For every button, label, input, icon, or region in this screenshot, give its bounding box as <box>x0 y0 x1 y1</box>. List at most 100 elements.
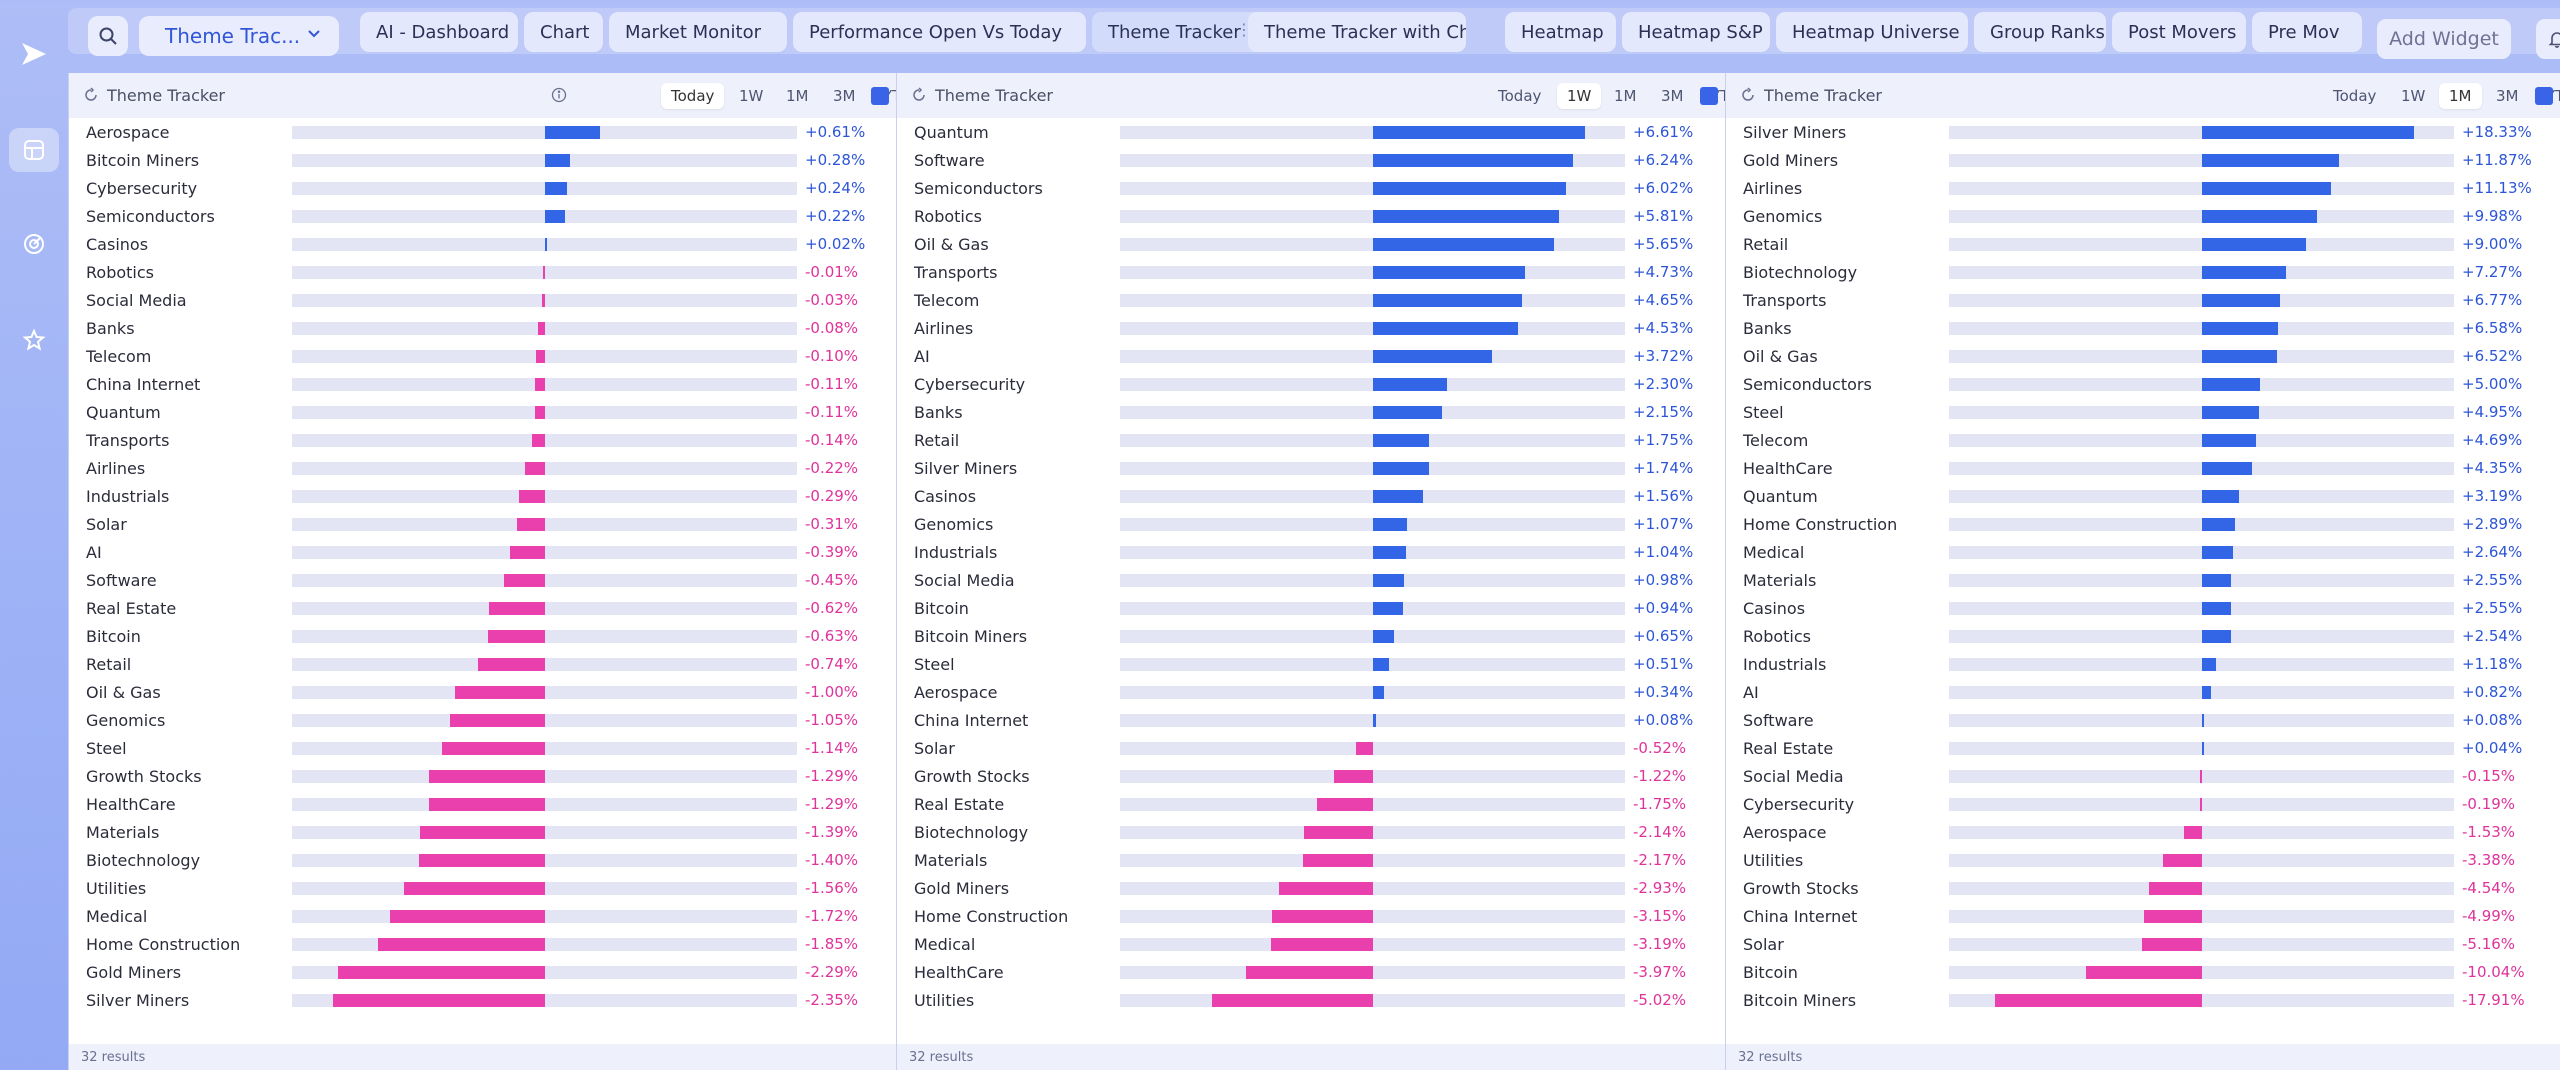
dashboard-icon[interactable] <box>9 128 59 172</box>
theme-row[interactable]: Industrials -0.29% <box>69 483 897 511</box>
theme-row[interactable]: Casinos +0.02% <box>69 231 897 259</box>
refresh-icon[interactable] <box>911 87 927 107</box>
refresh-icon[interactable] <box>83 87 99 107</box>
theme-row[interactable]: Social Media -0.15% <box>1726 763 2560 791</box>
theme-row[interactable]: Utilities -3.38% <box>1726 847 2560 875</box>
tab-market-monitor[interactable]: Market Monitor <box>609 12 787 52</box>
theme-row[interactable]: Bitcoin Miners +0.28% <box>69 147 897 175</box>
tab-heatmap[interactable]: Heatmap <box>1505 12 1616 52</box>
theme-row[interactable]: Solar -5.16% <box>1726 931 2560 959</box>
theme-row[interactable]: Aerospace +0.61% <box>69 119 897 147</box>
theme-row[interactable]: Oil & Gas +6.52% <box>1726 343 2560 371</box>
theme-row[interactable]: Banks +6.58% <box>1726 315 2560 343</box>
theme-row[interactable]: Medical +2.64% <box>1726 539 2560 567</box>
theme-row[interactable]: Real Estate +0.04% <box>1726 735 2560 763</box>
theme-row[interactable]: Growth Stocks -1.22% <box>897 763 1726 791</box>
theme-row[interactable]: Bitcoin Miners -17.91% <box>1726 987 2560 1015</box>
theme-row[interactable]: Home Construction -1.85% <box>69 931 897 959</box>
theme-row[interactable]: Silver Miners +18.33% <box>1726 119 2560 147</box>
theme-row[interactable]: Semiconductors +0.22% <box>69 203 897 231</box>
timeframe-1m[interactable]: 1M <box>2439 83 2482 109</box>
theme-row[interactable]: Genomics -1.05% <box>69 707 897 735</box>
theme-row[interactable]: Transports -0.14% <box>69 427 897 455</box>
theme-row[interactable]: Cybersecurity +0.24% <box>69 175 897 203</box>
theme-row[interactable]: Transports +6.77% <box>1726 287 2560 315</box>
timeframe-today[interactable]: Today <box>1498 87 1542 105</box>
workspace-select[interactable]: Theme Trac... <box>139 16 339 56</box>
theme-row[interactable]: Telecom +4.69% <box>1726 427 2560 455</box>
theme-row[interactable]: Gold Miners -2.29% <box>69 959 897 987</box>
timeframe-3m[interactable]: 3M <box>833 87 856 105</box>
theme-row[interactable]: Home Construction +2.89% <box>1726 511 2560 539</box>
theme-row[interactable]: Biotechnology +7.27% <box>1726 259 2560 287</box>
theme-row[interactable]: China Internet -0.11% <box>69 371 897 399</box>
tab-group-ranks[interactable]: Group Ranks <box>1974 12 2106 52</box>
tab-performance-open-vs-today[interactable]: Performance Open Vs Today <box>793 12 1086 52</box>
theme-row[interactable]: AI +3.72% <box>897 343 1726 371</box>
theme-row[interactable]: Real Estate -1.75% <box>897 791 1726 819</box>
theme-row[interactable]: Retail +9.00% <box>1726 231 2560 259</box>
timeframe-1w[interactable]: 1W <box>739 87 764 105</box>
theme-row[interactable]: Bitcoin -0.63% <box>69 623 897 651</box>
timeframe-3m[interactable]: 3M <box>1661 87 1684 105</box>
theme-row[interactable]: Banks -0.08% <box>69 315 897 343</box>
timeframe-1w[interactable]: 1W <box>1557 83 1602 109</box>
theme-row[interactable]: Medical -1.72% <box>69 903 897 931</box>
theme-row[interactable]: Silver Miners +1.74% <box>897 455 1726 483</box>
tab-post-movers[interactable]: Post Movers <box>2112 12 2246 52</box>
theme-row[interactable]: Quantum -0.11% <box>69 399 897 427</box>
color-swatch-button[interactable] <box>871 87 889 105</box>
theme-row[interactable]: Cybersecurity -0.19% <box>1726 791 2560 819</box>
theme-row[interactable]: Software -0.45% <box>69 567 897 595</box>
theme-row[interactable]: Casinos +2.55% <box>1726 595 2560 623</box>
tab-chart[interactable]: Chart <box>524 12 603 52</box>
theme-row[interactable]: Robotics -0.01% <box>69 259 897 287</box>
timeframe-1w[interactable]: 1W <box>2401 87 2426 105</box>
theme-row[interactable]: China Internet +0.08% <box>897 707 1726 735</box>
theme-row[interactable]: Banks +2.15% <box>897 399 1726 427</box>
theme-row[interactable]: Bitcoin +0.94% <box>897 595 1726 623</box>
theme-row[interactable]: Transports +4.73% <box>897 259 1726 287</box>
theme-row[interactable]: Medical -3.19% <box>897 931 1726 959</box>
theme-row[interactable]: Steel +0.51% <box>897 651 1726 679</box>
theme-row[interactable]: Social Media -0.03% <box>69 287 897 315</box>
theme-row[interactable]: Semiconductors +6.02% <box>897 175 1726 203</box>
theme-row[interactable]: Software +0.08% <box>1726 707 2560 735</box>
theme-row[interactable]: Bitcoin Miners +0.65% <box>897 623 1726 651</box>
theme-row[interactable]: Genomics +9.98% <box>1726 203 2560 231</box>
theme-row[interactable]: Genomics +1.07% <box>897 511 1726 539</box>
theme-row[interactable]: Telecom -0.10% <box>69 343 897 371</box>
theme-row[interactable]: Social Media +0.98% <box>897 567 1726 595</box>
search-button[interactable] <box>88 16 128 56</box>
theme-row[interactable]: Real Estate -0.62% <box>69 595 897 623</box>
theme-row[interactable]: Growth Stocks -4.54% <box>1726 875 2560 903</box>
theme-row[interactable]: HealthCare -1.29% <box>69 791 897 819</box>
theme-row[interactable]: Utilities -5.02% <box>897 987 1726 1015</box>
theme-row[interactable]: Airlines -0.22% <box>69 455 897 483</box>
theme-row[interactable]: Software +6.24% <box>897 147 1726 175</box>
tab-heatmap-universe[interactable]: Heatmap Universe <box>1776 12 1968 52</box>
theme-row[interactable]: Quantum +3.19% <box>1726 483 2560 511</box>
add-widget-button[interactable]: Add Widget <box>2377 19 2511 59</box>
theme-row[interactable]: Cybersecurity +2.30% <box>897 371 1726 399</box>
radar-icon[interactable] <box>9 222 59 266</box>
theme-row[interactable]: Bitcoin -10.04% <box>1726 959 2560 987</box>
theme-row[interactable]: Telecom +4.65% <box>897 287 1726 315</box>
timeframe-today[interactable]: Today <box>661 83 725 109</box>
timeframe-today[interactable]: Today <box>2333 87 2377 105</box>
theme-row[interactable]: AI +0.82% <box>1726 679 2560 707</box>
timeframe-1m[interactable]: 1M <box>786 87 809 105</box>
color-swatch-button[interactable] <box>1700 87 1718 105</box>
timeframe-3m[interactable]: 3M <box>2496 87 2519 105</box>
app-logo-icon[interactable] <box>16 36 52 72</box>
theme-row[interactable]: Steel -1.14% <box>69 735 897 763</box>
theme-row[interactable]: Robotics +2.54% <box>1726 623 2560 651</box>
color-swatch-button[interactable] <box>2535 87 2553 105</box>
refresh-icon[interactable] <box>1740 87 1756 107</box>
bell-icon[interactable] <box>2536 19 2560 59</box>
theme-row[interactable]: Airlines +11.13% <box>1726 175 2560 203</box>
theme-row[interactable]: Biotechnology -1.40% <box>69 847 897 875</box>
theme-row[interactable]: Materials -1.39% <box>69 819 897 847</box>
theme-row[interactable]: Materials +2.55% <box>1726 567 2560 595</box>
theme-row[interactable]: Silver Miners -2.35% <box>69 987 897 1015</box>
